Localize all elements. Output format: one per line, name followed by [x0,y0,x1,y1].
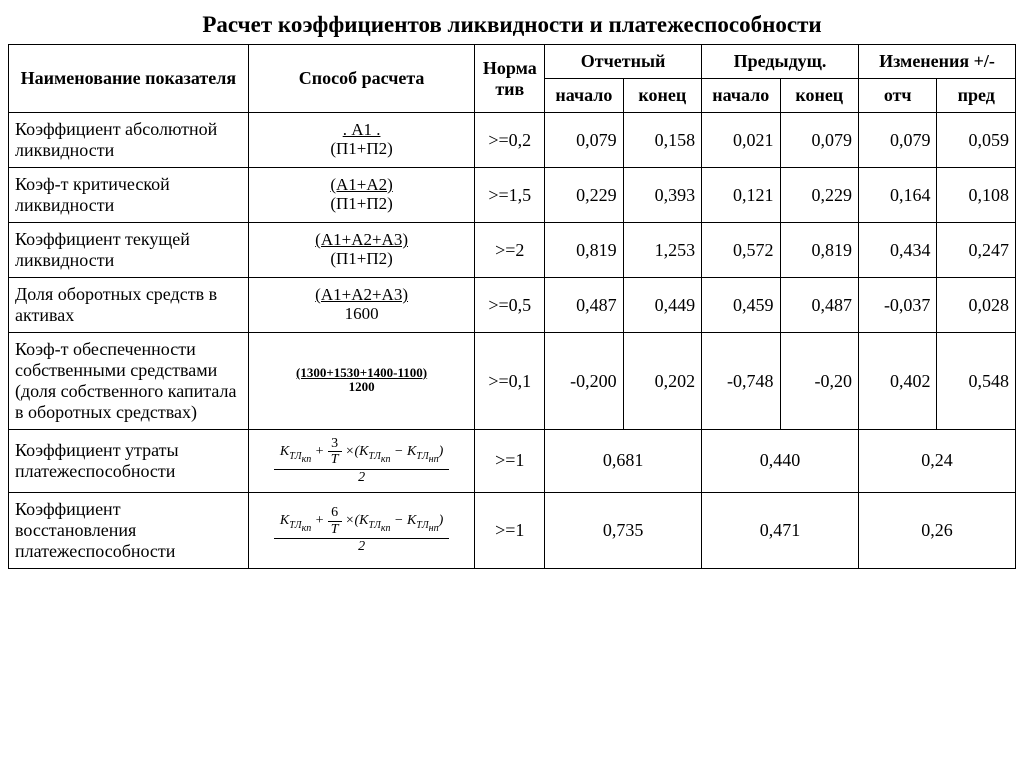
value-cell: 0,681 [545,430,702,493]
value-cell: 0,059 [937,113,1016,168]
value-cell: -0,748 [702,333,780,430]
table-row: Коэф-т обеспеченности собственными средс… [9,333,1016,430]
value-cell: 0,202 [623,333,701,430]
indicator-name: Доля оборотных средств в активах [9,278,249,333]
table-row: Коэф-т критической ликвидности(А1+А2)(П1… [9,168,1016,223]
table-row: Коэффициент текущей ликвидности(А1+А2+А3… [9,223,1016,278]
col-change: Изменения +/- [858,45,1015,79]
value-cell: 0,471 [702,492,859,568]
table-row: Коэффициент восстановления платежеспособ… [9,492,1016,568]
formula-cell: KТЛкп + 3T ×(KТЛкп − KТЛнп)2 [248,430,475,493]
value-cell: 0,819 [545,223,623,278]
value-cell: 0,158 [623,113,701,168]
col-report: Отчетный [545,45,702,79]
norm-cell: >=1,5 [475,168,545,223]
value-cell: 0,164 [858,168,936,223]
value-cell: 0,121 [702,168,780,223]
value-cell: 0,028 [937,278,1016,333]
value-cell: 0,229 [780,168,858,223]
value-cell: -0,200 [545,333,623,430]
norm-cell: >=0,1 [475,333,545,430]
norm-cell: >=0,5 [475,278,545,333]
col-ch-prev: пред [937,79,1016,113]
indicator-name: Коэффициент абсолютной ликвидности [9,113,249,168]
value-cell: -0,037 [858,278,936,333]
col-norm: Норма тив [475,45,545,113]
value-cell: 0,26 [858,492,1015,568]
value-cell: 0,735 [545,492,702,568]
value-cell: 0,24 [858,430,1015,493]
value-cell: -0,20 [780,333,858,430]
table-row: Доля оборотных средств в активах(А1+А2+А… [9,278,1016,333]
col-p-start: начало [702,79,780,113]
indicator-name: Коэффициент утраты платежеспособности [9,430,249,493]
indicator-name: Коэффициент восстановления платежеспособ… [9,492,249,568]
table-row: Коэффициент утраты платежеспособностиKТЛ… [9,430,1016,493]
value-cell: 0,449 [623,278,701,333]
norm-cell: >=2 [475,223,545,278]
col-r-end: конец [623,79,701,113]
indicator-name: Коэффициент текущей ликвидности [9,223,249,278]
page-title: Расчет коэффициентов ликвидности и плате… [8,12,1016,38]
value-cell: 0,079 [545,113,623,168]
value-cell: 0,459 [702,278,780,333]
norm-cell: >=0,2 [475,113,545,168]
value-cell: 0,229 [545,168,623,223]
formula-cell: (А1+А2)(П1+П2) [248,168,475,223]
table-row: Коэффициент абсолютной ликвидности. А1 .… [9,113,1016,168]
norm-cell: >=1 [475,430,545,493]
formula-cell: . А1 .(П1+П2) [248,113,475,168]
col-p-end: конец [780,79,858,113]
indicator-name: Коэф-т обеспеченности собственными средс… [9,333,249,430]
col-ch-rep: отч [858,79,936,113]
value-cell: 0,487 [780,278,858,333]
col-prev: Предыдущ. [702,45,859,79]
value-cell: 0,393 [623,168,701,223]
norm-cell: >=1 [475,492,545,568]
liquidity-table: Наименование показателя Способ расчета Н… [8,44,1016,569]
value-cell: 0,402 [858,333,936,430]
formula-cell: KТЛкп + 6T ×(KТЛкп − KТЛнп)2 [248,492,475,568]
value-cell: 0,079 [780,113,858,168]
col-method: Способ расчета [248,45,475,113]
value-cell: 0,572 [702,223,780,278]
formula-cell: (А1+А2+А3)(П1+П2) [248,223,475,278]
value-cell: 0,819 [780,223,858,278]
formula-cell: (А1+А2+А3)1600 [248,278,475,333]
value-cell: 0,487 [545,278,623,333]
value-cell: 0,108 [937,168,1016,223]
value-cell: 0,440 [702,430,859,493]
formula-cell: (1300+1530+1400-1100)1200 [248,333,475,430]
value-cell: 0,247 [937,223,1016,278]
indicator-name: Коэф-т критической ликвидности [9,168,249,223]
header-row-1: Наименование показателя Способ расчета Н… [9,45,1016,79]
table-body: Коэффициент абсолютной ликвидности. А1 .… [9,113,1016,569]
value-cell: 0,548 [937,333,1016,430]
col-r-start: начало [545,79,623,113]
col-name: Наименование показателя [9,45,249,113]
value-cell: 0,434 [858,223,936,278]
value-cell: 0,079 [858,113,936,168]
value-cell: 0,021 [702,113,780,168]
value-cell: 1,253 [623,223,701,278]
